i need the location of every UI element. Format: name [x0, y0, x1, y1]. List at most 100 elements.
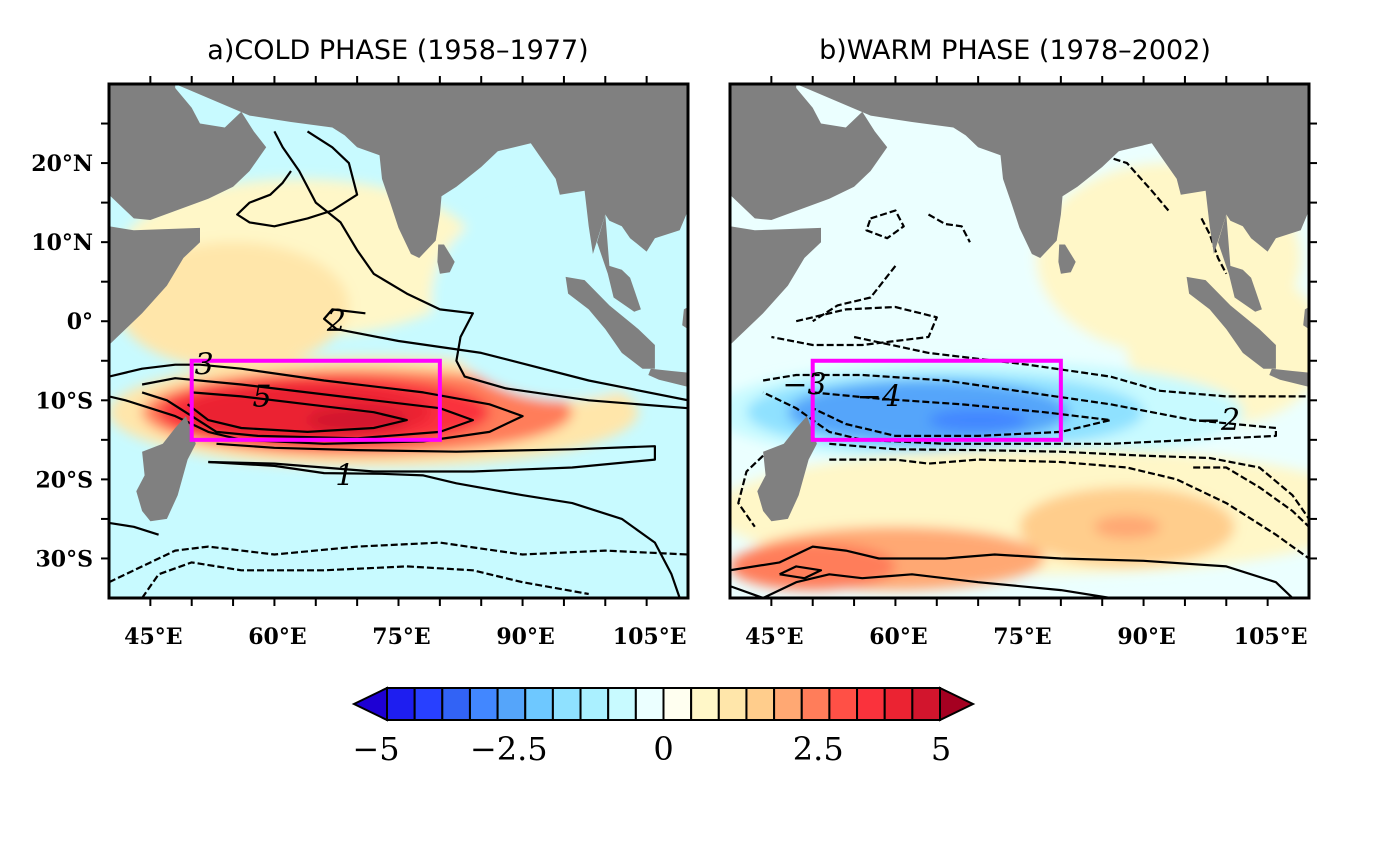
negative-contour-9 — [829, 442, 1309, 520]
colorbar-swatch — [883, 687, 914, 721]
colorbar: −5 −2.5 0 2.5 5 — [351, 686, 976, 768]
colorbar-swatch — [551, 687, 582, 721]
colorbar-swatch — [413, 687, 444, 721]
panel-a-title: a)COLD PHASE (1958–1977) — [207, 35, 588, 66]
land-sri-lanka — [1058, 244, 1076, 274]
land-sumatra — [1186, 276, 1276, 369]
negative-contour-4 — [771, 305, 938, 347]
colorbar-over-arrow — [939, 686, 976, 722]
colorbar-tick-label: 0 — [653, 730, 673, 768]
panel-cold-phase: a)COLD PHASE (1958–1977) 3 5 2 1 45°E 60°E 75… — [31, 35, 690, 650]
land-africa — [730, 84, 821, 345]
x-tick-label: 60°E — [869, 624, 927, 650]
negative-contour-11 — [1193, 466, 1309, 528]
y-tick-label: 10°S — [35, 388, 93, 414]
colorbar-swatch — [386, 687, 416, 721]
contour-label: −3 — [782, 367, 826, 402]
positive-contour-15 — [779, 565, 823, 580]
colorbar-swatch — [911, 687, 941, 721]
land-asia — [175, 84, 688, 258]
positive-contour-13 — [730, 545, 1294, 598]
contour-label: 1 — [335, 458, 354, 493]
colorbar-swatch — [828, 687, 859, 721]
land-madagascar — [757, 416, 817, 522]
land-sumatra — [565, 276, 655, 369]
x-tick-label: 45°E — [124, 624, 182, 650]
colorbar-tick-label: 5 — [931, 730, 951, 768]
land-arabia — [109, 84, 267, 220]
positive-contour-14 — [730, 573, 1111, 598]
colorbar-swatch — [773, 687, 803, 721]
anomaly-region-11 — [109, 471, 688, 598]
negative-contour-8 — [812, 391, 1112, 437]
land-asia — [796, 84, 1309, 258]
positive-contour-0 — [273, 130, 688, 410]
y-tick-label: 10°N — [31, 230, 93, 256]
negative-contour-10 — [829, 458, 1309, 560]
contour-label: −2 — [1196, 403, 1240, 438]
colorbar-swatch — [468, 687, 499, 721]
x-tick-label: 75°E — [993, 624, 1051, 650]
colorbar-swatch — [579, 687, 610, 721]
y-tick-label: 30°S — [35, 546, 93, 572]
x-tick-label: 90°E — [1117, 624, 1175, 650]
positive-contour-6 — [208, 442, 656, 473]
negative-contour-7 — [762, 373, 1277, 445]
contour-label: 2 — [326, 304, 346, 339]
anomaly-region-1 — [117, 242, 349, 369]
anomaly-region-6 — [928, 408, 1028, 432]
land-java — [648, 368, 688, 387]
negative-contour-0 — [1101, 154, 1170, 212]
colorbar-tick-label: −2.5 — [470, 730, 548, 768]
land-arabia — [730, 84, 888, 220]
negative-contour-5 — [812, 265, 897, 323]
contour-label: 3 — [195, 348, 214, 383]
negative-contour-9 — [141, 561, 589, 598]
positive-contour-7 — [208, 460, 681, 598]
region-box — [810, 358, 1063, 442]
land-sri-lanka — [437, 244, 455, 274]
x-tick-label: 60°E — [248, 624, 306, 650]
negative-contour-12 — [737, 454, 764, 528]
x-tick-label: 75°E — [372, 624, 430, 650]
colorbar-under-arrow — [351, 686, 388, 722]
colorbar-swatch — [800, 687, 831, 721]
negative-contour-3 — [865, 209, 905, 240]
colorbar-swatch — [496, 687, 527, 721]
colorbar-swatch — [717, 687, 748, 721]
x-tick-label: 45°E — [745, 624, 803, 650]
positive-contour-2 — [323, 308, 688, 402]
positive-contour-5 — [186, 391, 408, 433]
colorbar-swatch — [690, 687, 720, 721]
positive-contour-1 — [236, 130, 359, 228]
negative-contour-8 — [109, 541, 688, 584]
panel-b-title: b)WARM PHASE (1978–2002) — [819, 35, 1211, 66]
colorbar-swatch — [745, 687, 776, 721]
land-malay-peninsula — [1218, 214, 1262, 312]
y-tick-label: 0° — [67, 309, 93, 335]
y-tick-label: 20°N — [31, 151, 93, 177]
x-tick-label: 105°E — [1234, 624, 1308, 650]
colorbar-tick-label: −5 — [352, 730, 399, 768]
land-madagascar — [136, 416, 196, 522]
panel-warm-phase: b)WARM PHASE (1978–2002) −3 −4 −2 45°E 60°E… — [728, 35, 1317, 650]
y-tick-label: 20°S — [35, 467, 93, 493]
contour-label: 5 — [252, 379, 271, 414]
positive-contour-10 — [109, 521, 159, 536]
colorbar-swatch — [524, 687, 554, 721]
land-malay-peninsula — [597, 214, 641, 312]
anomaly-region-9 — [1093, 514, 1161, 539]
x-tick-label: 105°E — [613, 624, 687, 650]
colorbar-swatch — [662, 687, 693, 721]
contour-label: −4 — [857, 379, 901, 414]
colorbar-swatch — [441, 687, 471, 721]
region-box — [189, 358, 442, 442]
negative-contour-2 — [927, 213, 971, 243]
land-africa — [109, 84, 200, 345]
land-java — [1269, 368, 1309, 387]
colorbar-swatch — [634, 687, 665, 721]
colorbar-swatch — [607, 687, 637, 721]
colorbar-swatch — [856, 687, 886, 721]
negative-contour-6 — [853, 335, 1309, 398]
